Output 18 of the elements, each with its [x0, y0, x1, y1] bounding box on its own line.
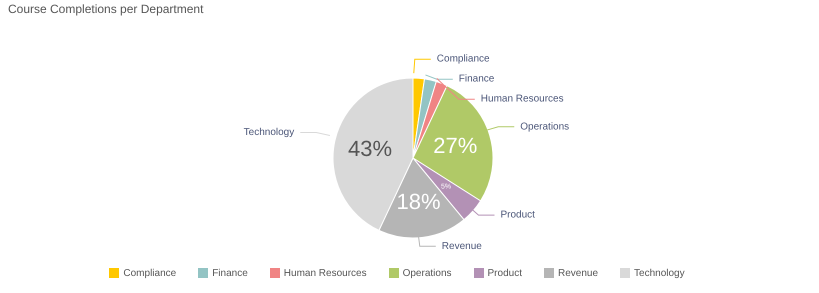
legend-label: Product	[488, 268, 522, 279]
slice-label: Operations	[520, 121, 570, 132]
data-label: 27%	[433, 133, 478, 158]
slice-label: Compliance	[436, 54, 490, 65]
legend-label: Revenue	[558, 268, 598, 279]
slice-label: Finance	[458, 74, 495, 85]
data-label: 18%	[396, 189, 441, 214]
legend-label: Technology	[634, 268, 685, 279]
slice-label: Technology	[244, 126, 294, 138]
data-label: 43%	[348, 136, 392, 161]
legend-label: Human Resources	[284, 268, 367, 279]
slice-label: Product	[500, 210, 536, 221]
chart-title: Course Completions per Department	[8, 2, 204, 16]
slice-label: Human Resources	[480, 94, 564, 105]
slice-label: Revenue	[442, 240, 482, 252]
legend-label: Finance	[212, 268, 248, 279]
legend-label: Compliance	[123, 268, 176, 279]
legend-label: Operations	[402, 268, 452, 279]
